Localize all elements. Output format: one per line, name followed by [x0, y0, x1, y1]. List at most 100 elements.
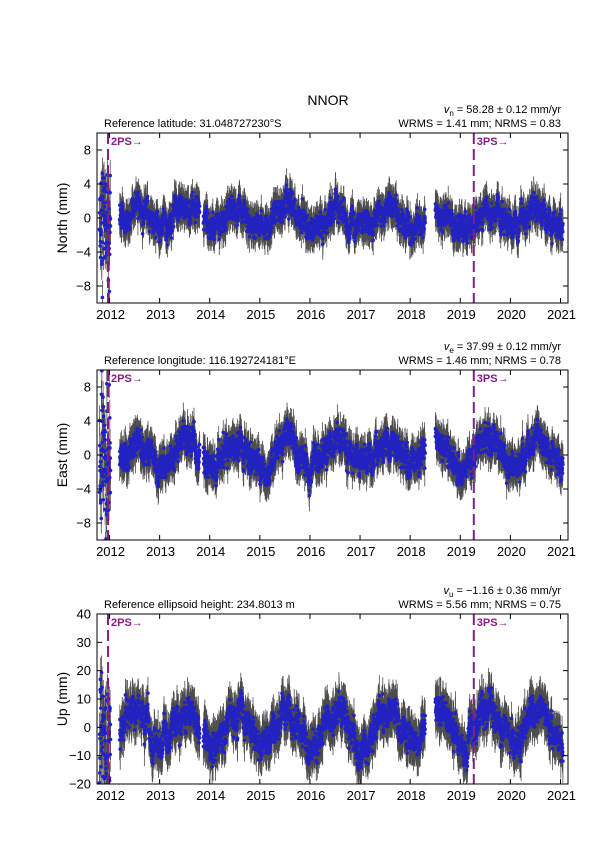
- data-point: [205, 208, 209, 213]
- data-point: [191, 198, 196, 202]
- data-point: [127, 223, 131, 227]
- data-point: [145, 199, 150, 203]
- data-point: [102, 176, 106, 180]
- data-point: [339, 200, 343, 204]
- points-north: [97, 171, 565, 300]
- data-point: [107, 289, 112, 294]
- data-point: [98, 233, 103, 237]
- data-point: [319, 233, 323, 238]
- data-point: [235, 223, 239, 228]
- data-point: [310, 238, 315, 242]
- data-point: [108, 224, 113, 228]
- data-point: [97, 210, 102, 215]
- data-point: [237, 193, 242, 198]
- data-point: [245, 207, 249, 211]
- data-point: [212, 237, 217, 242]
- data-point: [136, 216, 140, 221]
- data-point: [259, 216, 264, 221]
- data-point: [159, 232, 164, 236]
- data-point: [235, 219, 240, 223]
- data-point: [318, 210, 323, 214]
- data-point: [100, 240, 105, 245]
- data-point: [242, 202, 247, 207]
- data-point: [332, 216, 337, 221]
- data-point: [137, 196, 142, 201]
- data-point: [264, 214, 269, 218]
- data-point: [211, 216, 215, 221]
- data-point: [161, 207, 166, 211]
- data-point: [223, 222, 227, 227]
- data-point: [102, 205, 107, 209]
- station-title: NNOR: [307, 92, 348, 108]
- data-point: [247, 234, 252, 239]
- data-point: [336, 220, 340, 225]
- data-point: [347, 232, 352, 237]
- data-point: [107, 241, 112, 245]
- data-point: [170, 228, 174, 233]
- data-point: [117, 203, 122, 208]
- data-point: [176, 218, 180, 223]
- data-point: [282, 210, 287, 215]
- data-point: [350, 204, 355, 209]
- data-point: [147, 229, 152, 234]
- data-point: [189, 194, 194, 198]
- data-point: [320, 242, 325, 247]
- data-point: [347, 235, 352, 240]
- data-point: [99, 259, 104, 264]
- data-point: [120, 201, 125, 205]
- data-point: [223, 226, 228, 230]
- data-point: [108, 217, 113, 221]
- data-point: [155, 209, 160, 214]
- data-point: [98, 255, 103, 260]
- data-point: [100, 208, 105, 213]
- data-point: [165, 243, 170, 247]
- data-point: [305, 213, 310, 218]
- data-point: [188, 220, 193, 225]
- data-point: [128, 226, 132, 231]
- data-point: [343, 211, 348, 216]
- data-point: [292, 202, 296, 206]
- data-point: [140, 231, 145, 236]
- data-point: [312, 235, 316, 239]
- data-point: [98, 244, 103, 248]
- data-point: [193, 220, 198, 225]
- data-point: [130, 196, 135, 201]
- data-point: [253, 236, 258, 241]
- data-point: [299, 230, 304, 235]
- data-point: [269, 229, 273, 234]
- data-point: [197, 201, 201, 206]
- data-point: [205, 211, 210, 216]
- data-point: [103, 214, 108, 219]
- data-point: [332, 213, 337, 217]
- data-point: [348, 227, 352, 232]
- data-point: [190, 190, 195, 195]
- data-point: [99, 229, 103, 234]
- data-point: [302, 212, 307, 216]
- data-point: [153, 235, 158, 240]
- data-point: [229, 194, 234, 199]
- plot-area-north: [97, 157, 565, 303]
- data-point: [170, 218, 175, 223]
- data-point: [210, 210, 215, 215]
- data-point: [163, 214, 168, 218]
- data-point: [351, 211, 356, 215]
- data-point: [242, 198, 247, 203]
- data-point: [136, 190, 141, 195]
- data-point: [141, 221, 146, 226]
- data-point: [202, 227, 206, 232]
- data-point: [169, 236, 174, 240]
- data-point: [266, 218, 271, 223]
- data-point: [282, 203, 286, 208]
- data-point: [158, 237, 162, 242]
- data-point: [335, 194, 340, 199]
- data-point: [324, 230, 329, 235]
- data-point: [100, 171, 105, 176]
- data-point: [341, 196, 346, 200]
- data-point: [204, 217, 209, 222]
- data-point: [257, 233, 262, 238]
- data-point: [287, 210, 292, 214]
- data-point: [279, 220, 284, 225]
- data-point: [284, 187, 289, 192]
